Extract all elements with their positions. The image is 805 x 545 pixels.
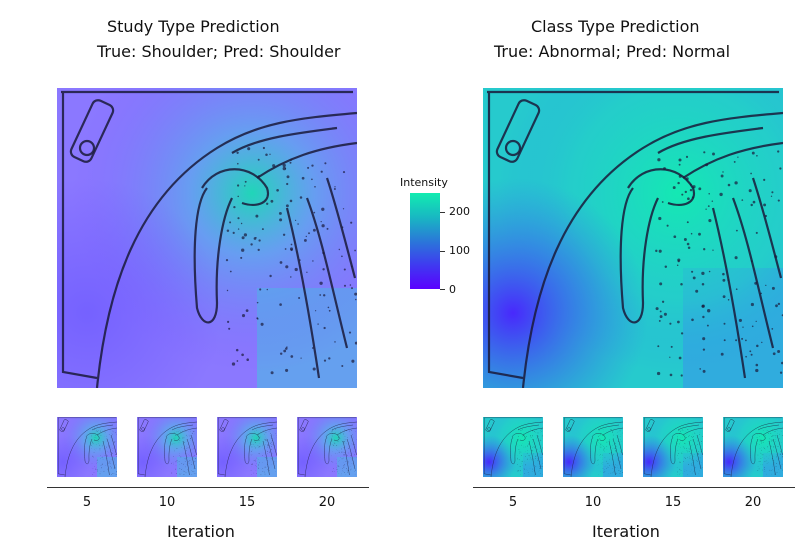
colorbar-label: 200 xyxy=(449,205,470,218)
class-thumb-iter-5 xyxy=(483,417,543,477)
class-thumb-iter-15 xyxy=(643,417,703,477)
xray-heatmap-image xyxy=(723,417,783,477)
left-tick-label: 10 xyxy=(158,495,176,510)
colorbar-tick xyxy=(440,212,445,213)
left-tick-label: 20 xyxy=(318,495,336,510)
xray-heatmap-image xyxy=(297,417,357,477)
left-x-axis-label: Iteration xyxy=(167,522,235,541)
colorbar-label: 100 xyxy=(449,244,470,257)
colorbar-tick xyxy=(440,289,445,290)
left-x-axis xyxy=(47,487,369,488)
left-chart-title: Study Type Prediction xyxy=(107,17,280,36)
right-x-axis-label: Iteration xyxy=(592,522,660,541)
study-thumb-iter-10 xyxy=(137,417,197,477)
study-thumb-iter-5 xyxy=(57,417,117,477)
right-tick-label: 20 xyxy=(744,495,762,510)
study-thumb-iter-15 xyxy=(217,417,277,477)
right-tick-label: 10 xyxy=(584,495,602,510)
colorbar xyxy=(410,193,440,289)
class-type-heatmap xyxy=(483,88,783,388)
right-chart-subtitle: True: Abnormal; Pred: Normal xyxy=(494,42,731,61)
colorbar-tick xyxy=(440,251,445,252)
xray-heatmap-image xyxy=(57,88,357,388)
right-tick-label: 5 xyxy=(508,495,518,510)
left-tick-label: 15 xyxy=(238,495,256,510)
xray-heatmap-image xyxy=(483,88,783,388)
xray-heatmap-image xyxy=(57,417,117,477)
left-chart-subtitle: True: Shoulder; Pred: Shoulder xyxy=(97,42,341,61)
class-thumb-iter-20 xyxy=(723,417,783,477)
xray-heatmap-image xyxy=(563,417,623,477)
study-thumb-iter-20 xyxy=(297,417,357,477)
xray-heatmap-image xyxy=(217,417,277,477)
xray-heatmap-image xyxy=(483,417,543,477)
colorbar-label: 0 xyxy=(449,283,456,296)
right-chart-title: Class Type Prediction xyxy=(531,17,700,36)
xray-heatmap-image xyxy=(137,417,197,477)
xray-heatmap-image xyxy=(643,417,703,477)
left-tick-label: 5 xyxy=(82,495,92,510)
right-tick-label: 15 xyxy=(664,495,682,510)
class-thumb-iter-10 xyxy=(563,417,623,477)
study-type-heatmap xyxy=(57,88,357,388)
colorbar-title: Intensity xyxy=(400,176,448,189)
right-x-axis xyxy=(473,487,795,488)
